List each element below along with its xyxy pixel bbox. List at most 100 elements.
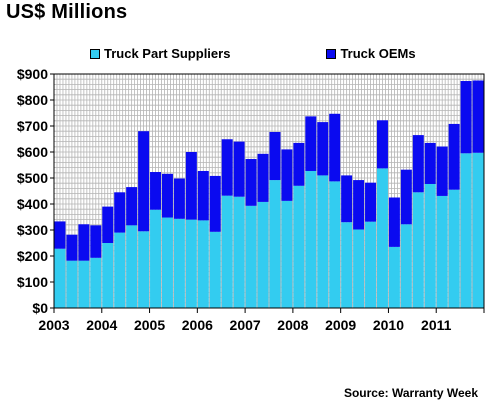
bar-oems — [197, 170, 209, 221]
bar-oems — [269, 131, 281, 181]
bar-suppliers — [78, 260, 90, 308]
y-tick-label: $600 — [17, 144, 48, 160]
bar-oems — [317, 122, 329, 176]
y-tick-label: $400 — [17, 196, 48, 212]
bar-suppliers — [341, 222, 353, 308]
bar-suppliers — [269, 180, 281, 308]
bar-suppliers — [221, 195, 233, 308]
bar-oems — [388, 197, 400, 247]
bar-suppliers — [257, 201, 269, 308]
legend-swatch-oems — [326, 48, 337, 59]
bar-suppliers — [317, 175, 329, 308]
y-tick-label: $500 — [17, 170, 48, 186]
bar-oems — [102, 206, 114, 243]
x-tick-label: 2008 — [277, 317, 308, 333]
bar-oems — [472, 80, 484, 153]
bar-suppliers — [245, 205, 257, 308]
bar-oems — [150, 172, 162, 210]
bar-oems — [78, 224, 90, 261]
chart-title: US$ Millions — [6, 1, 128, 23]
legend-label-suppliers: Truck Part Suppliers — [104, 46, 231, 61]
bar-oems — [281, 149, 293, 201]
bar-oems — [365, 182, 377, 222]
bar-suppliers — [353, 229, 365, 308]
source-note: Source: Warranty Week — [343, 386, 478, 400]
bar-oems — [54, 221, 66, 249]
bar-oems — [138, 131, 150, 232]
y-tick-label: $300 — [17, 222, 48, 238]
bar-suppliers — [400, 224, 412, 308]
y-tick-label: $0 — [32, 300, 48, 316]
bar-suppliers — [329, 181, 341, 308]
bar-oems — [341, 175, 353, 223]
legend-item-oems: Truck OEMs — [326, 46, 416, 61]
x-tick-label: 2010 — [373, 317, 404, 333]
bar-oems — [448, 123, 460, 190]
bar-suppliers — [126, 225, 138, 308]
bar-oems — [161, 173, 173, 218]
y-tick-label: $100 — [17, 274, 48, 290]
bar-oems — [245, 159, 257, 206]
bar-suppliers — [376, 168, 388, 308]
bar-suppliers — [448, 189, 460, 308]
bar-oems — [126, 187, 138, 226]
bar-oems — [185, 152, 197, 220]
bar-suppliers — [293, 185, 305, 308]
bar-suppliers — [365, 221, 377, 308]
bar-suppliers — [161, 217, 173, 308]
bar-suppliers — [54, 248, 66, 308]
bar-oems — [114, 192, 126, 233]
bar-oems — [376, 120, 388, 169]
x-tick-label: 2005 — [134, 317, 165, 333]
bar-suppliers — [102, 243, 114, 308]
legend-label-oems: Truck OEMs — [340, 46, 416, 61]
bar-suppliers — [412, 192, 424, 308]
legend: Truck Part Suppliers Truck OEMs — [90, 46, 416, 61]
y-tick-label: $700 — [17, 118, 48, 134]
bar-oems — [329, 113, 341, 182]
x-tick-label: 2009 — [325, 317, 356, 333]
bar-oems — [412, 135, 424, 193]
bar-oems — [173, 178, 185, 219]
bar-suppliers — [233, 196, 245, 308]
legend-item-suppliers: Truck Part Suppliers — [90, 46, 230, 61]
bar-oems — [209, 175, 221, 232]
bar-oems — [293, 142, 305, 186]
bar-oems — [424, 142, 436, 184]
y-tick-label: $900 — [17, 66, 48, 82]
bar-suppliers — [472, 152, 484, 308]
bar-oems — [460, 81, 472, 154]
y-tick-label: $800 — [17, 92, 48, 108]
x-tick-label: 2003 — [38, 317, 69, 333]
bar-suppliers — [388, 246, 400, 308]
bar-oems — [436, 146, 448, 196]
bar-suppliers — [150, 209, 162, 308]
x-tick-label: 2011 — [421, 317, 452, 333]
bar-suppliers — [185, 219, 197, 308]
bar-suppliers — [114, 232, 126, 308]
bar-suppliers — [173, 218, 185, 308]
bar-suppliers — [305, 170, 317, 308]
bar-suppliers — [138, 231, 150, 308]
legend-swatch-suppliers — [90, 48, 100, 59]
bar-suppliers — [281, 200, 293, 308]
y-tick-label: $200 — [17, 248, 48, 264]
bar-oems — [400, 169, 412, 225]
bar-oems — [66, 234, 78, 261]
bar-oems — [233, 141, 245, 197]
bar-suppliers — [460, 153, 472, 308]
bar-oems — [90, 225, 102, 258]
x-tick-label: 2006 — [182, 317, 213, 333]
bar-oems — [353, 180, 365, 230]
bar-suppliers — [436, 195, 448, 308]
plot-border — [53, 73, 485, 309]
x-tick-label: 2004 — [86, 317, 117, 333]
bar-suppliers — [90, 257, 102, 308]
bar-suppliers — [66, 260, 78, 308]
bar-oems — [305, 116, 317, 171]
bar-oems — [221, 139, 233, 196]
bar-suppliers — [197, 220, 209, 308]
bar-suppliers — [424, 183, 436, 308]
